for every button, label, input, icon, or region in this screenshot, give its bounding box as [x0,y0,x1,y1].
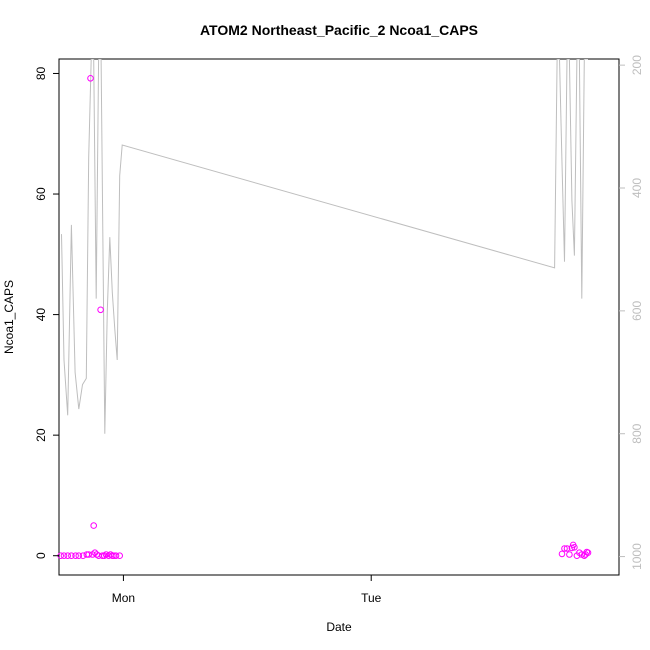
data-point [558,550,566,558]
data-point [563,545,571,552]
data-point [584,549,592,557]
y-axis-left: 0 20 40 60 80 [34,66,59,559]
y-tick-label: 40 [34,308,48,322]
y-tick-label: 80 [34,66,48,80]
primary-series-points [57,75,592,560]
data-point [97,306,104,314]
y2-tick-label: 200 [630,55,644,75]
plot-frame [58,58,620,576]
data-point [75,552,83,560]
data-point [79,552,87,560]
data-point [64,552,71,560]
y-axis-right: 200 400 600 800 1000 [619,55,644,570]
y-tick-label: 0 [34,552,48,559]
y2-tick-label: 600 [630,301,644,321]
data-point [566,551,573,558]
data-point [90,522,97,529]
data-point [87,75,94,82]
data-point [101,552,108,560]
y2-tick-label: 1000 [630,543,644,570]
chart-title: ATOM2 Northeast_Pacific_2 Ncoa1_CAPS [200,22,478,38]
data-point [60,552,68,560]
data-point [561,545,568,552]
y-tick-label: 60 [34,187,48,201]
x-tick-label: Mon [112,591,135,605]
y-tick-label: 20 [34,428,48,442]
x-axis: Mon Tue [112,575,382,605]
data-point [116,552,123,560]
y-axis-label: Ncoa1_CAPS [2,280,16,354]
data-point [112,552,120,560]
data-point [571,544,578,551]
data-point [85,551,92,558]
data-point [68,552,75,560]
x-tick-label: Tue [361,591,382,605]
data-point [99,552,106,560]
y2-tick-label: 400 [630,178,644,198]
data-point [568,544,576,552]
x-axis-label: Date [326,620,352,634]
series-line-path [61,59,588,434]
secondary-series-line [61,59,588,434]
data-point [72,552,79,560]
y2-tick-label: 800 [630,423,644,443]
